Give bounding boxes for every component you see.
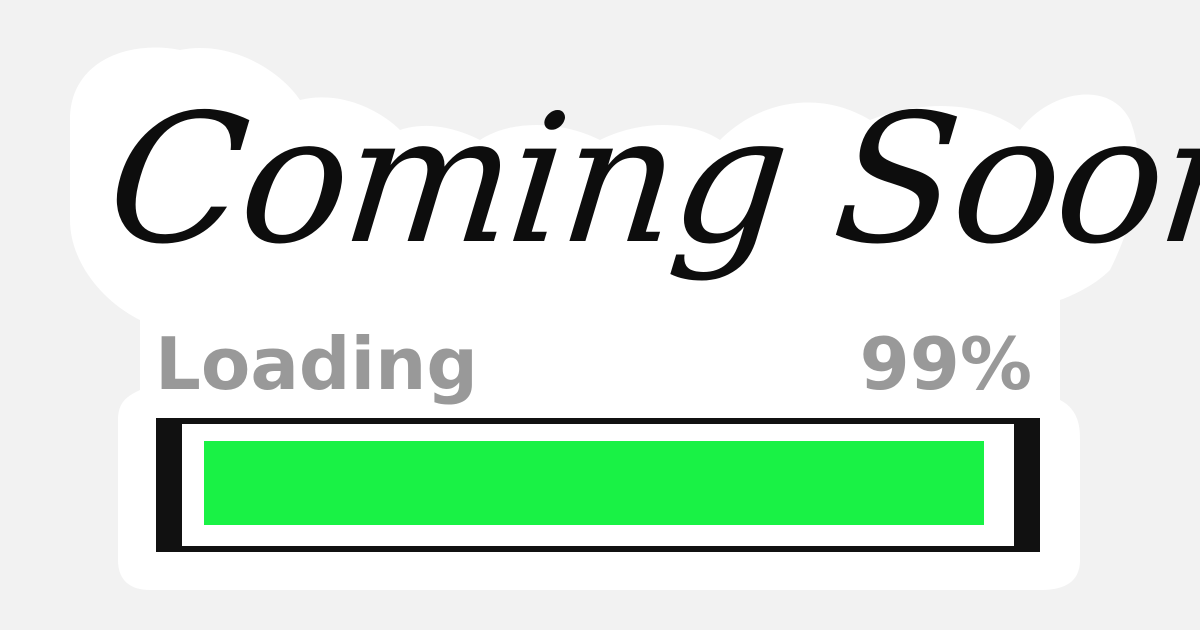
loading-label: Loading [155,322,478,406]
progress-bar-track [204,441,992,525]
headline-title: Coming Soon! [99,76,1200,283]
loading-percent: 99% [859,322,1032,406]
progress-bar-fill [204,441,985,525]
